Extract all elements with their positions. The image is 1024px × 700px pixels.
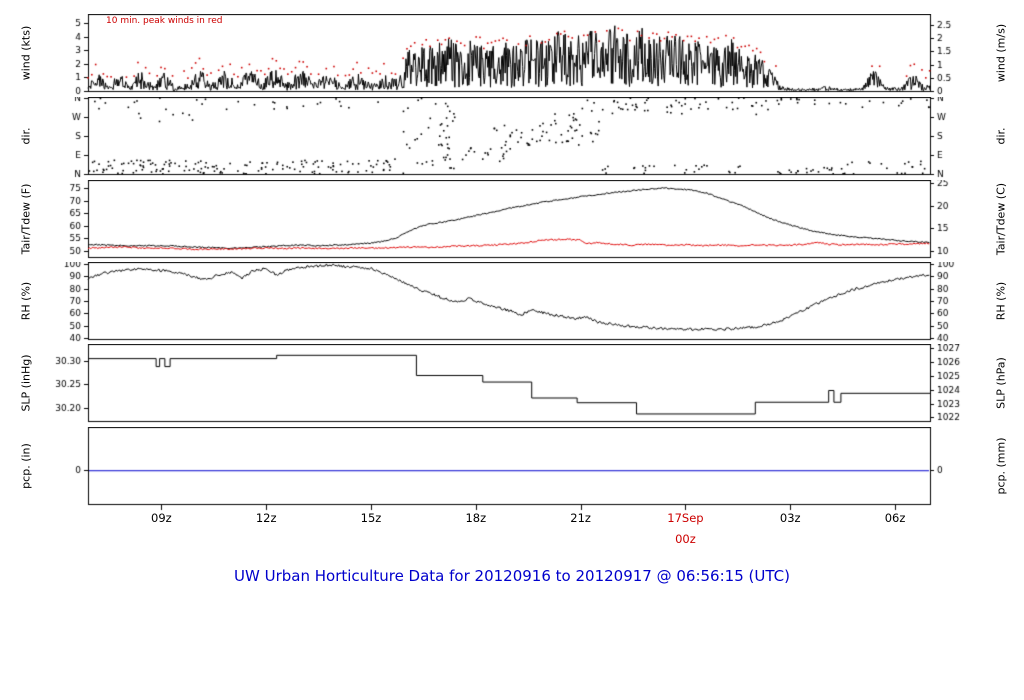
rh-right-axis-label: RH (%) — [994, 281, 1008, 321]
pcp-left-axis-label: pcp. (in) — [19, 443, 33, 489]
x-tick-label: 00z — [675, 532, 696, 546]
relative-humidity-panel-canvas — [0, 262, 1024, 354]
x-tick-label: 18z — [465, 511, 487, 525]
precipitation-panel-canvas — [0, 427, 1024, 519]
wind-panel-canvas — [0, 14, 1024, 106]
x-axis-labels: 09z 12z 15z 18z 21z 17Sep 00z 03z 06z — [0, 511, 1024, 563]
tair-left-axis-label: Tair/Tdew (F) — [19, 183, 33, 255]
wind-right-axis-label: wind (m/s) — [994, 23, 1008, 83]
pcp-right-axis-label: pcp. (mm) — [994, 437, 1008, 495]
x-tick-label: 12z — [255, 511, 277, 525]
dir-right-axis-label: dir. — [994, 127, 1008, 145]
temperature-dewpoint-panel-canvas — [0, 180, 1024, 272]
rh-left-axis-label: RH (%) — [19, 281, 33, 321]
wind-direction-panel-canvas — [0, 97, 1024, 189]
x-tick-label: 06z — [884, 511, 906, 525]
figure-title: UW Urban Horticulture Data for 20120916 … — [234, 567, 790, 585]
x-tick-label: 09z — [151, 511, 172, 525]
wind-left-axis-label: wind (kts) — [19, 25, 33, 81]
slp-left-axis-label: SLP (inHg) — [19, 354, 33, 412]
x-tick-label: 17Sep — [667, 511, 704, 525]
sea-level-pressure-panel-canvas — [0, 344, 1024, 436]
slp-right-axis-label: SLP (hPa) — [994, 357, 1008, 409]
tair-right-axis-label: Tair/Tdew (C) — [994, 182, 1008, 256]
x-tick-label: 03z — [779, 511, 801, 525]
x-tick-label: 21z — [570, 511, 591, 525]
dir-left-axis-label: dir. — [19, 127, 33, 145]
x-tick-label: 15z — [360, 511, 382, 525]
peak-winds-note: 10 min. peak winds in red — [106, 16, 223, 26]
